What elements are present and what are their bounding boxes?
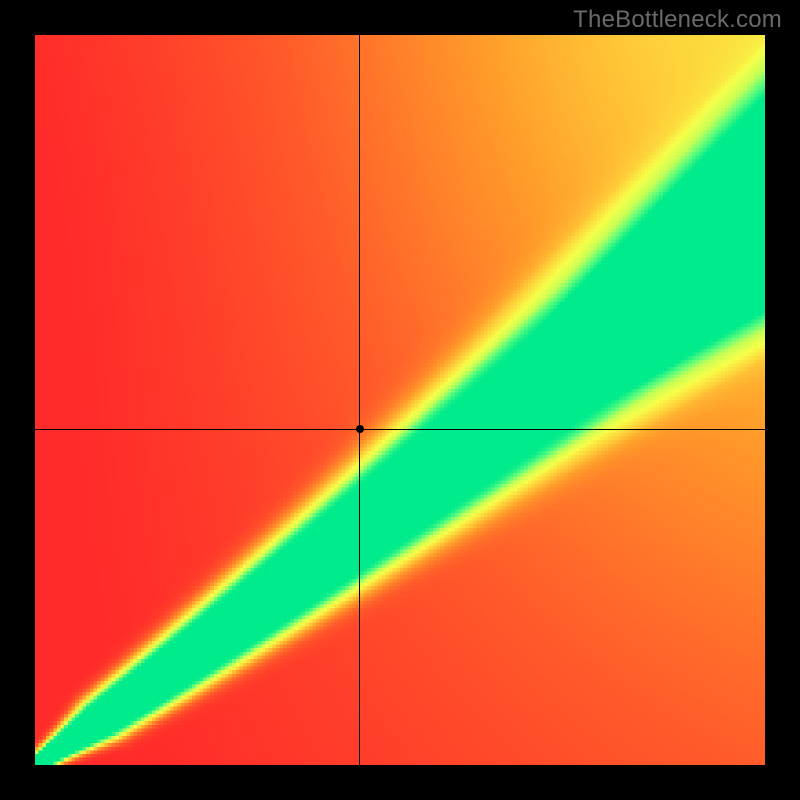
watermark-text: TheBottleneck.com (573, 6, 782, 34)
figure-container: TheBottleneck.com (0, 0, 800, 800)
crosshair-vertical (359, 35, 360, 765)
crosshair-horizontal (35, 429, 765, 430)
crosshair-marker (356, 425, 364, 433)
heatmap-canvas (35, 35, 765, 765)
heatmap-plot (35, 35, 765, 765)
